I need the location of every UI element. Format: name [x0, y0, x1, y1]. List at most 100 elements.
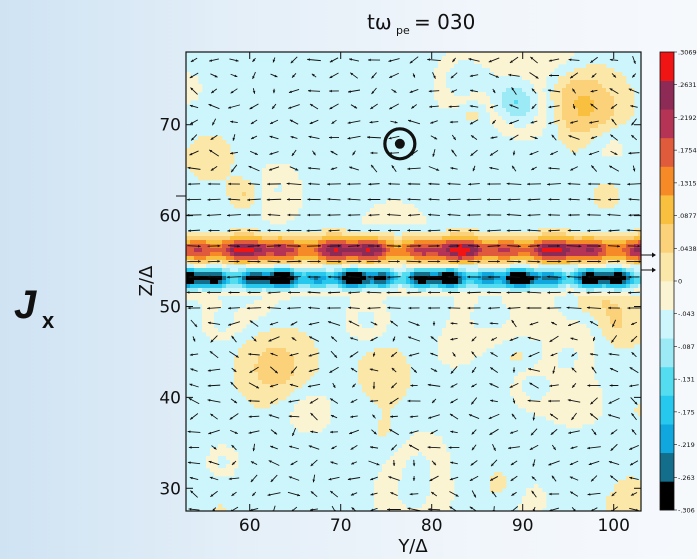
colorbar-tick-label: .0877 — [678, 212, 697, 220]
y-tick-label: 50 — [159, 297, 181, 317]
vector-arrow — [268, 414, 280, 419]
vector-arrow — [506, 260, 522, 263]
vector-arrow — [428, 166, 440, 171]
vector-arrow — [511, 413, 517, 420]
vector-arrow — [451, 149, 457, 157]
vector-arrow — [269, 119, 279, 125]
vector-arrow — [269, 383, 279, 388]
vector-arrow — [187, 182, 201, 186]
vector-arrow — [511, 352, 517, 357]
vector-arrow — [527, 399, 541, 403]
vector-arrow — [390, 491, 398, 497]
vector-arrow — [390, 320, 398, 327]
vector-arrow — [211, 445, 217, 450]
vector-arrow — [307, 260, 321, 263]
vector-arrow — [348, 291, 360, 295]
vector-arrow — [347, 182, 361, 186]
vector-arrow — [188, 397, 200, 405]
vector-arrow — [489, 428, 499, 436]
vector-arrow — [591, 428, 597, 436]
vector-arrow — [629, 445, 639, 450]
vector-arrow — [547, 182, 561, 186]
vector-arrow — [368, 244, 380, 248]
vector-arrow — [211, 118, 217, 126]
vector-arrow — [430, 336, 438, 342]
vector-arrow — [607, 182, 621, 186]
vector-arrow — [590, 397, 598, 405]
vector-arrow — [350, 461, 358, 465]
vector-arrow — [426, 275, 442, 279]
vector-arrow — [427, 383, 441, 387]
vector-arrow — [590, 475, 598, 482]
vector-arrow — [307, 166, 321, 170]
vector-arrow — [190, 134, 198, 141]
vector-arrow — [471, 336, 477, 342]
vector-arrow — [506, 291, 522, 294]
vector-arrow — [591, 73, 597, 78]
vector-arrow — [627, 306, 641, 310]
vector-arrow — [269, 398, 279, 404]
vector-arrow — [471, 366, 477, 374]
vector-arrow — [248, 399, 260, 403]
vector-arrow — [347, 197, 361, 201]
vector-arrow — [347, 477, 361, 481]
vector-arrow — [366, 291, 382, 294]
vector-arrow — [469, 89, 479, 93]
vector-arrow — [532, 412, 536, 421]
vector-arrow — [329, 366, 339, 374]
vector-arrow — [347, 229, 361, 232]
vector-arrow — [350, 398, 358, 404]
vector-arrow — [348, 306, 360, 310]
vector-arrow — [407, 167, 421, 171]
vector-arrow — [548, 166, 560, 170]
vector-arrow — [448, 105, 460, 108]
vector-arrow — [231, 444, 237, 451]
vector-arrow — [548, 244, 560, 248]
vector-arrow — [187, 244, 201, 248]
vector-arrow — [489, 366, 499, 374]
vector-arrow — [409, 415, 419, 418]
vector-arrow — [267, 291, 281, 295]
vector-arrow — [227, 197, 241, 201]
title-sub: pe — [396, 24, 410, 37]
vector-arrow — [327, 321, 341, 326]
vector-arrow — [467, 260, 481, 263]
vector-arrow — [486, 291, 502, 294]
vector-arrow — [512, 150, 516, 156]
vector-arrow — [450, 383, 458, 388]
vector-arrow — [370, 336, 378, 342]
vector-arrow — [367, 135, 381, 139]
vector-arrow — [607, 414, 621, 419]
vector-arrow — [389, 103, 399, 110]
vector-arrow — [609, 475, 619, 482]
vector-arrow — [230, 73, 238, 78]
colorbar-swatch — [660, 481, 674, 511]
vector-arrow — [586, 244, 602, 248]
vector-arrow — [607, 260, 621, 263]
vector-arrow — [390, 351, 398, 358]
vector-arrow — [408, 444, 420, 451]
vector-arrow — [310, 412, 318, 421]
vector-arrow — [529, 321, 539, 326]
vector-arrow — [291, 427, 297, 437]
vector-arrow — [468, 244, 480, 248]
vector-arrow — [629, 384, 639, 388]
vector-arrow — [190, 57, 198, 63]
vector-arrow — [367, 275, 381, 279]
vector-arrow — [232, 134, 236, 141]
vector-arrow — [569, 72, 579, 79]
vector-arrow — [409, 430, 419, 434]
vector-arrow — [408, 306, 420, 310]
vector-arrow — [389, 397, 399, 405]
vector-arrow — [387, 275, 401, 279]
vector-arrow — [527, 182, 541, 186]
vector-arrow — [548, 198, 560, 201]
x-axis-label: Y/Δ — [397, 536, 428, 557]
vector-arrow — [631, 73, 637, 78]
vector-arrow — [591, 366, 597, 374]
vector-arrow — [248, 415, 260, 418]
vector-arrow — [308, 135, 320, 140]
vector-arrow — [489, 476, 499, 481]
vector-arrow — [608, 229, 620, 232]
vector-arrow — [568, 213, 580, 217]
